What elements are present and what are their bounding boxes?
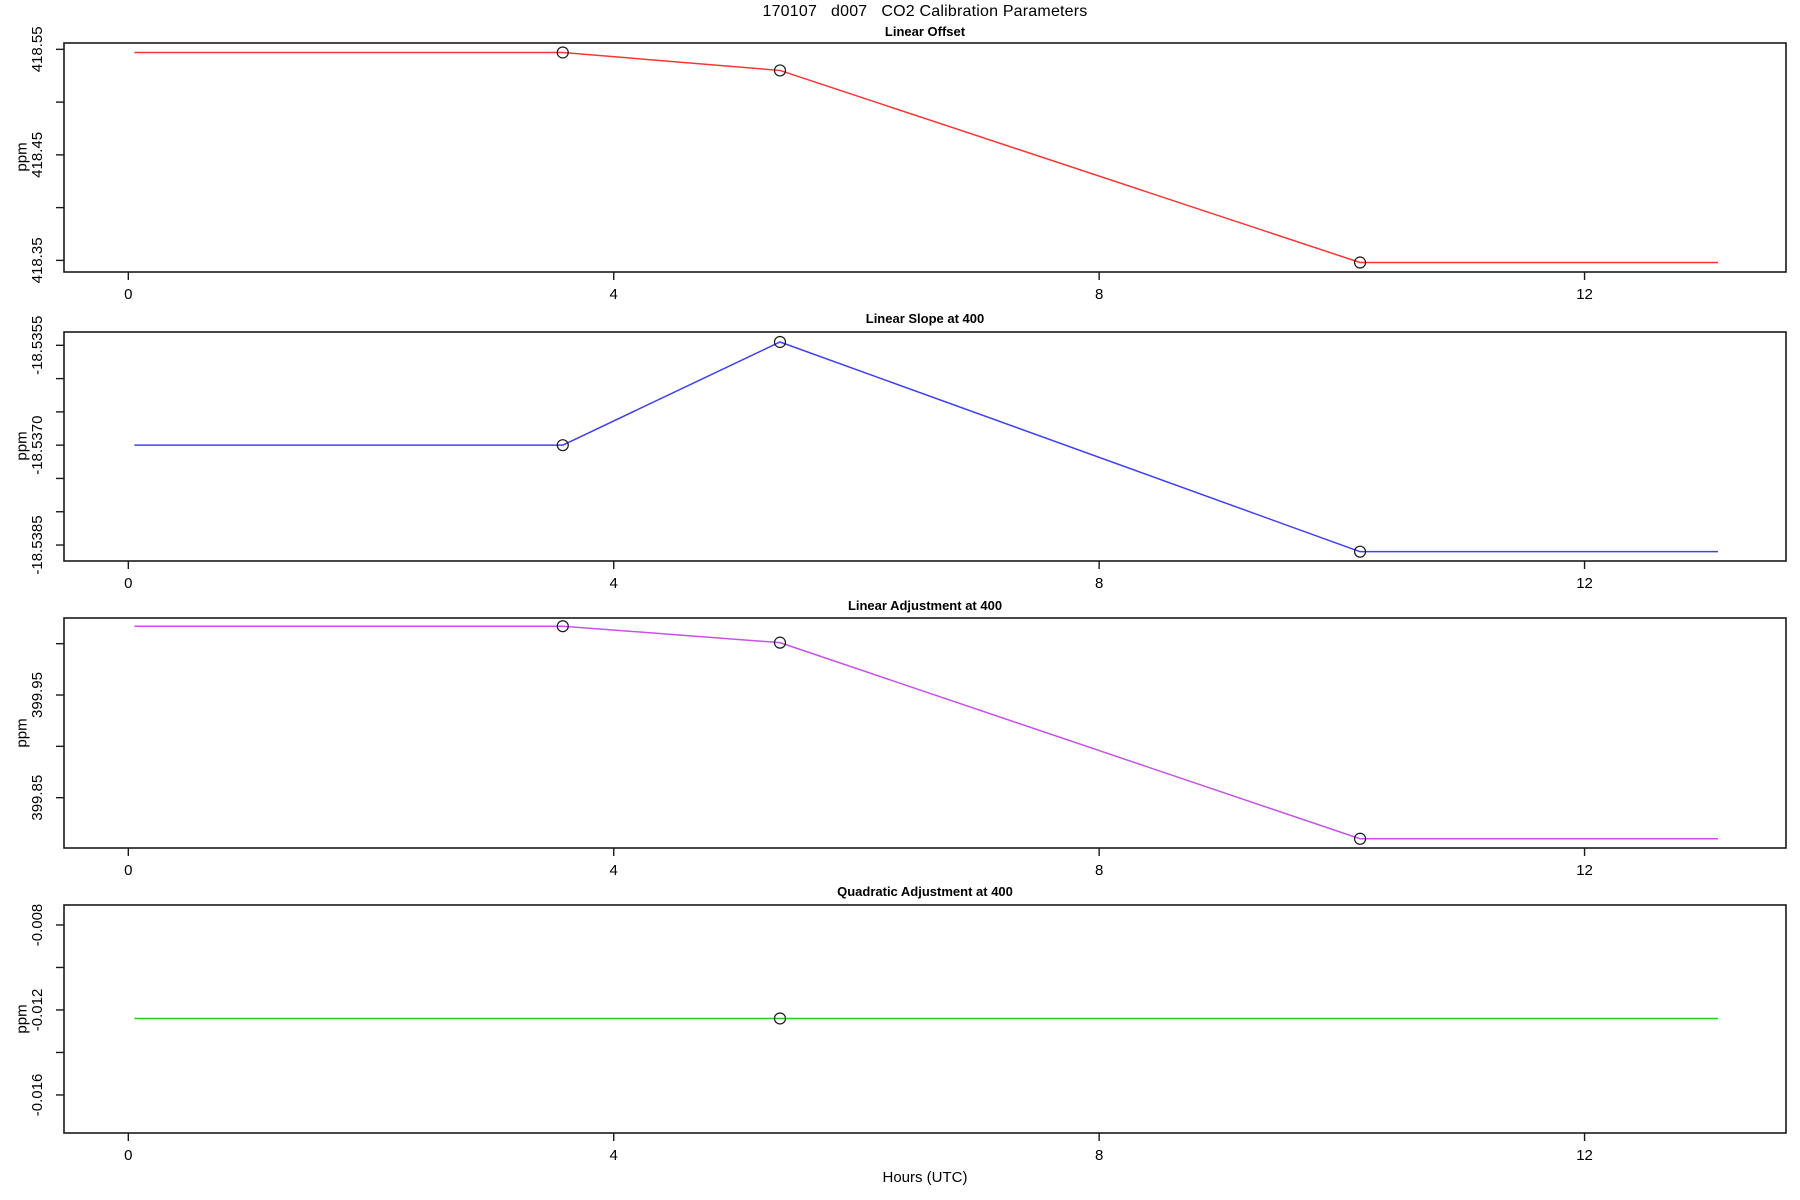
y-axis-tick-label: 399.95 [29, 672, 46, 718]
data-point-marker [556, 439, 569, 452]
y-axis-tick-label: -18.5385 [29, 515, 46, 574]
y-axis-label-ppm-1: ppm [13, 142, 31, 172]
y-axis-label-ppm-3: ppm [13, 718, 31, 748]
data-point-marker [556, 46, 569, 59]
panel-title-linear-adjustment: Linear Adjustment at 400 [847, 598, 1003, 613]
series-line [134, 625, 1719, 840]
data-point-marker [1353, 832, 1367, 845]
x-axis-tick-label: 0 [124, 862, 132, 879]
panel-title-linear-offset: Linear Offset [884, 24, 966, 39]
y-axis-tick-label: -0.016 [29, 1074, 46, 1117]
y-axis-tick-label: -18.5355 [29, 316, 46, 375]
x-axis-tick-label: 8 [1095, 1147, 1103, 1164]
panel-title-linear-slope: Linear Slope at 400 [865, 311, 985, 326]
series-line [134, 51, 1719, 264]
x-axis-tick-label: 8 [1095, 862, 1103, 879]
y-axis-tick-label: -0.012 [29, 989, 46, 1032]
data-point-marker [556, 620, 569, 633]
data-point-marker [773, 64, 787, 77]
x-axis-tick-label: 12 [1576, 286, 1593, 303]
y-axis-tick-label: 418.35 [29, 237, 46, 283]
page-title: 170107 d007 CO2 Calibration Parameters [762, 3, 1088, 20]
panel-border [63, 331, 1787, 562]
y-axis-label-ppm-2: ppm [13, 431, 31, 461]
panel-title-quadratic-adjustment: Quadratic Adjustment at 400 [837, 884, 1013, 899]
panel-border [63, 904, 1787, 1134]
data-point-marker [1353, 256, 1367, 269]
data-point-marker [1353, 545, 1367, 558]
x-axis-tick-label: 8 [1095, 575, 1103, 592]
data-point-marker [773, 1012, 787, 1025]
data-point-marker [773, 636, 787, 649]
panel-border [63, 617, 1787, 849]
x-axis-tick-label: 4 [610, 862, 618, 879]
x-axis-tick-label: 0 [124, 1147, 132, 1164]
y-axis-tick-label: 399.85 [29, 775, 46, 821]
x-axis-tick-label: 4 [610, 1147, 618, 1164]
y-axis-tick-label: -0.008 [29, 904, 46, 947]
x-axis-tick-label: 0 [124, 286, 132, 303]
y-axis-tick-label: -18.5370 [29, 416, 46, 475]
x-axis-tick-label: 12 [1576, 575, 1593, 592]
x-axis-label: Hours (UTC) [882, 1169, 968, 1186]
x-axis-tick-label: 12 [1576, 1147, 1593, 1164]
data-point-marker [773, 335, 787, 349]
series-line [134, 341, 1719, 553]
x-axis-tick-label: 4 [610, 286, 618, 303]
x-axis-tick-label: 0 [124, 575, 132, 592]
x-axis-tick-label: 12 [1576, 862, 1593, 879]
panel-border [63, 42, 1787, 273]
y-axis-label-ppm-4: ppm [13, 1004, 31, 1034]
x-axis-tick-label: 8 [1095, 286, 1103, 303]
x-axis-tick-label: 4 [610, 575, 618, 592]
y-axis-tick-label: 418.55 [29, 26, 46, 72]
y-axis-tick-label: 418.45 [29, 132, 46, 178]
